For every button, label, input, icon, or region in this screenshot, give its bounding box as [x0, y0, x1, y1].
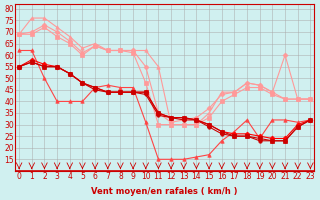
X-axis label: Vent moyen/en rafales ( km/h ): Vent moyen/en rafales ( km/h ): [92, 187, 238, 196]
